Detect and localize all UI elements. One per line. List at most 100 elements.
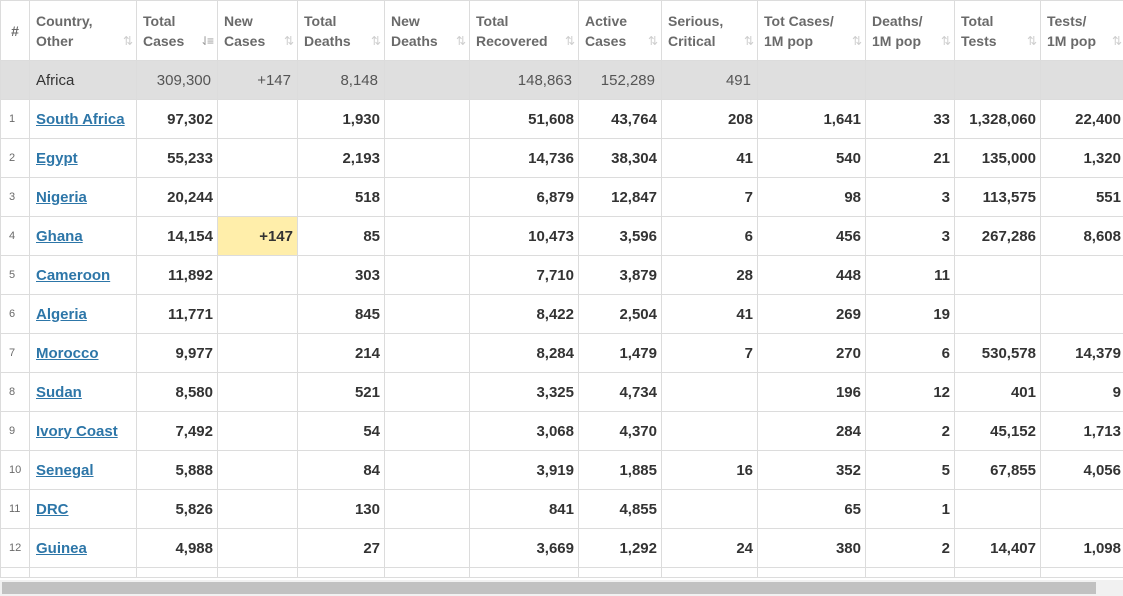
header-cases-per-million-line1: Tot Cases/ [764,12,834,29]
sort-icon[interactable]: ⇅ [283,34,294,48]
rank-cell: 4 [0,216,30,256]
sort-icon[interactable]: ⇅ [940,34,951,48]
empty-cell [136,567,218,578]
new-deaths-cell [384,333,470,373]
total-tests-cell: 1,328,060 [954,99,1041,139]
sort-icon[interactable]: ⇅ [122,34,133,48]
country-link[interactable]: DRC [36,500,69,518]
total-recovered-cell: 7,710 [469,255,579,295]
total-tests-cell: 135,000 [954,138,1041,178]
header-rank-label: # [11,22,19,39]
active-cases-cell: 2,504 [578,294,662,334]
table-row: 5 Cameroon 11,892 303 7,710 3,879 28 448 11 [0,255,1123,295]
country-link[interactable]: Ivory Coast [36,422,118,440]
header-total-recovered[interactable]: Total Recovered ⇅ [469,0,579,61]
country-link[interactable]: South Africa [36,110,125,128]
tests-per-million-cell: 1,320 [1040,138,1123,178]
deaths-per-million-cell: 3 [865,216,955,256]
total-deaths-cell: 521 [297,372,385,412]
total-tests-cell: 530,578 [954,333,1041,373]
sort-icon[interactable]: ⇅ [743,34,754,48]
total-recovered-cell: 841 [469,489,579,529]
country-link[interactable]: Ghana [36,227,83,245]
deaths-per-million-cell: 19 [865,294,955,334]
header-country-line1: Country, [36,12,93,29]
table-header-row: # Country, Other ⇅ Total Cases ⇃≡ New Ca… [0,0,1123,61]
rank-cell: 12 [0,528,30,568]
cases-per-million-cell: 380 [757,528,866,568]
deaths-per-million-cell: 6 [865,333,955,373]
country-cell: Guinea [29,528,137,568]
new-cases-cell [217,99,298,139]
sort-icon[interactable]: ⇅ [1026,34,1037,48]
country-link[interactable]: Egypt [36,149,78,167]
sort-icon[interactable]: ⇅ [851,34,862,48]
country-link[interactable]: Guinea [36,539,87,557]
country-link[interactable]: Nigeria [36,188,87,206]
empty-cell [297,567,385,578]
deaths-per-million-cell: 21 [865,138,955,178]
active-cases-cell: 1,292 [578,528,662,568]
header-active-cases[interactable]: Active Cases ⇅ [578,0,662,61]
header-new-deaths[interactable]: New Deaths ⇅ [384,0,470,61]
active-cases-cell: 4,855 [578,489,662,529]
cases-per-million-cell: 540 [757,138,866,178]
cases-per-million-cell: 269 [757,294,866,334]
horizontal-scrollbar[interactable] [0,580,1123,596]
continent-deaths-per-million [865,60,955,100]
header-new-cases-line2: Cases [224,32,266,49]
active-cases-cell: 38,304 [578,138,662,178]
new-cases-cell [217,450,298,490]
total-tests-cell: 67,855 [954,450,1041,490]
continent-tests-per-million [1040,60,1123,100]
table-row: 1 South Africa 97,302 1,930 51,608 43,764 208 1… [0,99,1123,139]
header-country-line2: Other [36,32,74,49]
serious-critical-cell: 28 [661,255,758,295]
scrollbar-thumb[interactable] [2,582,1096,594]
header-tests-per-million[interactable]: Tests/ 1M pop ⇅ [1040,0,1123,61]
table-row: 7 Morocco 9,977 214 8,284 1,479 7 270 6 530,578 14… [0,333,1123,373]
rank-cell: 1 [0,99,30,139]
sort-icon[interactable]: ⇅ [647,34,658,48]
country-cell: Nigeria [29,177,137,217]
rank-cell: 5 [0,255,30,295]
new-cases-cell [217,411,298,451]
header-rank[interactable]: # [0,0,30,61]
rank-cell: 8 [0,372,30,412]
active-cases-cell: 3,879 [578,255,662,295]
continent-new-cases: +147 [217,60,298,100]
sort-desc-icon[interactable]: ⇃≡ [199,34,214,48]
total-recovered-cell: 51,608 [469,99,579,139]
continent-total-cases: 309,300 [136,60,218,100]
header-country[interactable]: Country, Other ⇅ [29,0,137,61]
sort-icon[interactable]: ⇅ [370,34,381,48]
header-cases-per-million[interactable]: Tot Cases/ 1M pop ⇅ [757,0,866,61]
header-active-cases-line2: Cases [585,32,627,49]
table-row: 12 Guinea 4,988 27 3,669 1,292 24 380 2 14,407 1,0… [0,528,1123,568]
header-new-cases[interactable]: New Cases ⇅ [217,0,298,61]
country-link[interactable]: Sudan [36,383,82,401]
continent-cases-per-million [757,60,866,100]
header-total-recovered-line2: Recovered [476,32,548,49]
total-recovered-cell: 3,325 [469,372,579,412]
total-tests-cell: 401 [954,372,1041,412]
header-serious-critical[interactable]: Serious, Critical ⇅ [661,0,758,61]
cases-per-million-cell: 196 [757,372,866,412]
header-total-tests[interactable]: Total Tests ⇅ [954,0,1041,61]
country-link[interactable]: Cameroon [36,266,111,284]
serious-critical-cell: 24 [661,528,758,568]
header-total-cases[interactable]: Total Cases ⇃≡ [136,0,218,61]
header-total-deaths[interactable]: Total Deaths ⇅ [297,0,385,61]
country-link[interactable]: Senegal [36,461,94,479]
rank-cell: 2 [0,138,30,178]
new-cases-cell [217,294,298,334]
country-link[interactable]: Morocco [36,344,99,362]
country-link[interactable]: Algeria [36,305,87,323]
sort-icon[interactable]: ⇅ [564,34,575,48]
sort-icon[interactable]: ⇅ [1111,34,1122,48]
tests-per-million-cell: 9 [1040,372,1123,412]
sort-icon[interactable]: ⇅ [455,34,466,48]
header-deaths-per-million[interactable]: Deaths/ 1M pop ⇅ [865,0,955,61]
tests-per-million-cell: 1,098 [1040,528,1123,568]
total-deaths-cell: 845 [297,294,385,334]
